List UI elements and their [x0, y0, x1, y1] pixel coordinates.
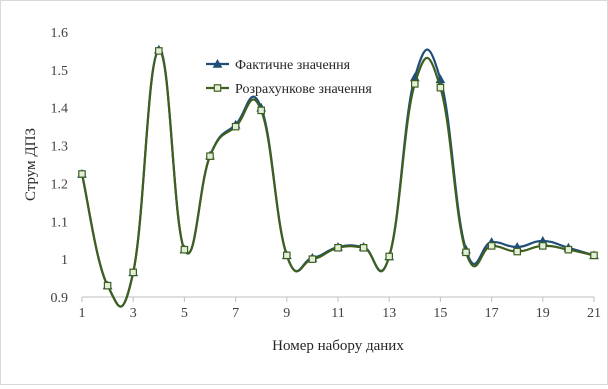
legend-label: Фактичне значення — [235, 58, 351, 73]
series-2-point — [308, 255, 317, 263]
series-2 — [78, 47, 598, 308]
legend: Фактичне значення Розрахункове значення — [206, 58, 372, 97]
y-tick-label: 1.2 — [51, 177, 69, 192]
series-2-point — [564, 245, 573, 254]
x-tick-label: 7 — [232, 306, 239, 321]
series-2-point — [462, 248, 470, 257]
series-2-point — [155, 47, 163, 55]
y-tick-label: 1.4 — [51, 102, 69, 117]
legend-swatch-marker — [213, 84, 222, 92]
series-2-point — [436, 83, 445, 92]
x-tick-label: 9 — [283, 306, 290, 321]
series-layer — [77, 44, 599, 308]
legend-item-2: Розрахункове значення — [206, 82, 372, 97]
x-tick-label: 15 — [433, 306, 447, 321]
series-2-point — [257, 106, 266, 115]
x-tick-label: 11 — [331, 306, 344, 321]
y-axis-title: Струм ДПЗ — [23, 128, 39, 201]
y-tick-label: 1 — [61, 253, 68, 268]
series-2-point — [103, 281, 112, 290]
series-2-point — [590, 251, 598, 260]
x-tick-label: 13 — [382, 306, 396, 321]
series-2-point — [385, 252, 394, 261]
x-tick-label: 17 — [485, 306, 499, 321]
legend-item-1: Фактичне значення — [206, 58, 351, 73]
series-2-point — [206, 152, 214, 160]
series-2-point — [334, 243, 342, 252]
legend-swatch-marker — [212, 58, 223, 68]
x-tick-label: 1 — [79, 306, 86, 321]
y-tick-label: 1.3 — [51, 140, 69, 155]
y-tick-label: 1.6 — [51, 26, 69, 41]
x-axis-title: Номер набору даних — [272, 338, 404, 354]
legend-label: Розрахункове значення — [235, 82, 372, 97]
y-tick-label: 0.9 — [51, 291, 69, 306]
series-2-point — [231, 122, 240, 131]
y-tick-label: 1.5 — [51, 64, 69, 79]
series-2-point — [180, 245, 189, 254]
series-2-point — [513, 247, 522, 256]
y-tick-label: 1.1 — [51, 215, 69, 230]
x-tick-label: 5 — [181, 306, 188, 321]
series-2-point — [129, 268, 138, 277]
x-tick-label: 19 — [536, 306, 550, 321]
series-2-point — [283, 251, 291, 260]
axes: 1 3 5 7 9 11 13 15 17 19 210.911.11.21.31.41.51.6 — [51, 26, 602, 321]
x-tick-label: 21 — [587, 306, 601, 321]
series-2-point — [538, 242, 547, 250]
x-tick-label: 3 — [130, 306, 137, 321]
series-2-point — [411, 80, 419, 88]
series-2-point — [359, 243, 368, 252]
series-2-point — [78, 170, 86, 178]
series-2-point — [487, 242, 496, 250]
